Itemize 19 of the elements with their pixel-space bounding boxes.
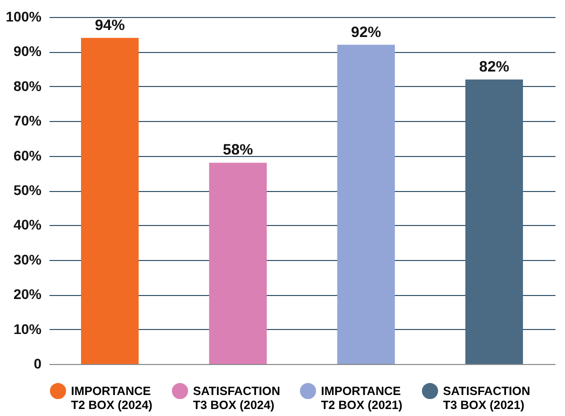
legend-label: SATISFACTION T3 BOX (2021) [443,384,530,412]
y-tick-label: 30% [13,251,42,268]
legend-label: IMPORTANCE T2 BOX (2024) [71,384,152,412]
y-tick-label: 40% [13,216,42,233]
data-label: 82% [479,58,510,76]
y-tick-label: 20% [13,286,42,302]
data-label: 92% [351,24,382,41]
y-tick-label: 60% [13,147,42,164]
y-tick-label: 50% [13,182,42,198]
y-tick-label: 100% [6,8,42,24]
y-tick-label: 10% [13,320,42,337]
y-tick-label: 90% [13,43,42,60]
data-label: 58% [222,142,253,159]
data-label: 94% [94,16,125,34]
y-tick-label: 70% [13,112,42,129]
y-tick-label: 80% [13,78,42,94]
y-tick-label: 0 [34,356,42,372]
legend-label: SATISFACTION T3 BOX (2024) [193,384,280,412]
legend-label: IMPORTANCE T2 BOX (2021) [321,384,402,412]
